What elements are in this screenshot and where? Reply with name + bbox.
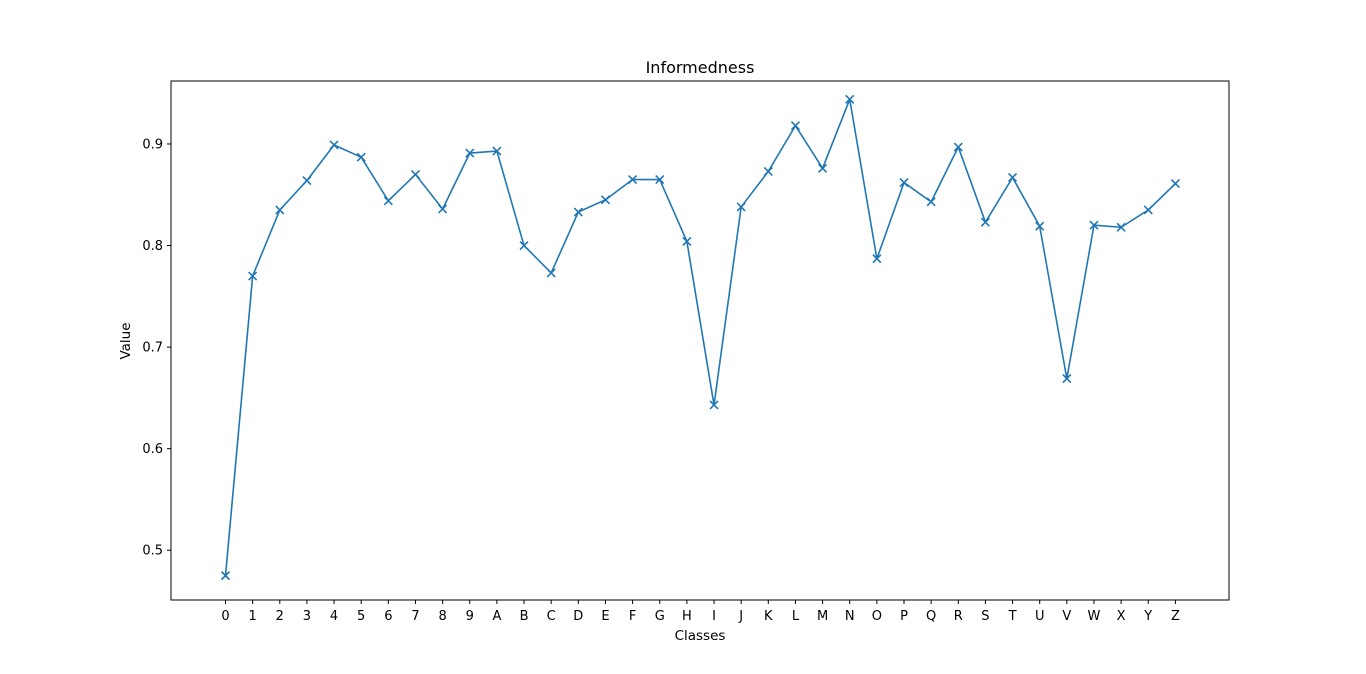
x-tick-label: R xyxy=(954,609,963,624)
data-point-marker xyxy=(926,197,936,207)
x-tick-label: L xyxy=(792,609,800,624)
x-tick-label: 0 xyxy=(221,609,229,624)
x-tick-label: P xyxy=(900,609,908,624)
x-tick-label: 5 xyxy=(357,609,365,624)
x-tick-label: 3 xyxy=(303,609,311,624)
x-tick-label: 6 xyxy=(384,609,392,624)
data-point-marker xyxy=(600,195,611,205)
x-tick-label: 9 xyxy=(466,609,474,624)
data-point-marker xyxy=(1035,221,1045,231)
plot-area: 0.5 0.6 0.7 0.8 0.9 0 1 2 3 4 5 6 7 8 9 A B C D E F G H I J K L M N O… xyxy=(142,94,1180,624)
data-point-marker xyxy=(1007,172,1018,183)
x-tick-label: O xyxy=(872,609,882,624)
x-tick-label: 2 xyxy=(276,609,284,624)
series-line xyxy=(224,98,1176,576)
data-point-marker xyxy=(492,146,502,156)
data-point-marker xyxy=(790,121,801,131)
y-tick-label: 0.9 xyxy=(142,137,163,152)
data-point-marker xyxy=(220,571,231,581)
data-point-marker xyxy=(410,169,421,180)
x-tick-label: B xyxy=(520,609,529,624)
data-point-marker xyxy=(818,163,828,173)
x-tick-label: D xyxy=(573,609,583,624)
x-tick-label: J xyxy=(738,609,743,624)
x-tick-label: Q xyxy=(926,609,936,624)
data-point-marker xyxy=(1062,374,1072,384)
data-point-marker xyxy=(438,204,448,214)
x-tick-label: W xyxy=(1088,609,1101,624)
x-tick-label: 7 xyxy=(411,609,419,624)
x-tick-label: Y xyxy=(1143,609,1152,624)
x-tick-label: H xyxy=(682,609,692,624)
x-tick-label: K xyxy=(764,609,773,624)
data-point-marker xyxy=(356,152,366,162)
y-tick-label: 0.7 xyxy=(142,341,163,356)
x-tick-label: 8 xyxy=(438,609,446,624)
data-point-marker xyxy=(465,148,475,158)
y-tick-label: 0.6 xyxy=(142,442,163,457)
data-point-marker xyxy=(329,140,339,150)
x-tick-label: Z xyxy=(1171,609,1180,624)
x-tick-label: F xyxy=(629,609,636,624)
x-tick-label: V xyxy=(1062,609,1071,624)
data-point-marker xyxy=(845,94,855,104)
data-point-marker xyxy=(899,178,909,188)
data-point-marker xyxy=(1170,179,1180,189)
data-point-marker xyxy=(302,175,312,186)
x-tick-label: I xyxy=(712,609,716,624)
data-point-marker xyxy=(275,205,285,215)
x-tick-label: E xyxy=(601,609,609,624)
data-point-marker xyxy=(763,166,773,176)
data-point-marker xyxy=(980,217,990,227)
data-point-marker xyxy=(546,268,556,278)
data-point-marker xyxy=(655,174,665,185)
data-point-marker xyxy=(1089,220,1099,230)
y-axis-label: Value xyxy=(118,322,134,359)
x-tick-label: M xyxy=(817,609,828,624)
data-point-marker xyxy=(953,142,963,152)
x-tick-label: S xyxy=(981,609,989,624)
data-point-marker xyxy=(709,400,719,410)
data-point-marker xyxy=(736,202,746,212)
x-tick-label: X xyxy=(1117,609,1126,624)
y-tick-label: 0.8 xyxy=(142,239,163,254)
x-tick-label: N xyxy=(845,609,855,624)
x-tick-label: 4 xyxy=(330,609,338,624)
data-point-marker xyxy=(519,240,529,251)
x-tick-label: C xyxy=(547,609,556,624)
data-point-marker xyxy=(1143,205,1153,215)
data-point-marker xyxy=(1116,222,1126,232)
data-point-marker xyxy=(872,254,882,264)
x-tick-label: G xyxy=(655,609,665,624)
data-point-marker xyxy=(573,207,583,217)
x-tick-label: 1 xyxy=(248,609,256,624)
chart-title: Informedness xyxy=(646,58,755,77)
data-point-marker xyxy=(383,196,393,206)
x-tick-label: A xyxy=(492,609,501,624)
y-tick-label: 0.5 xyxy=(142,544,163,559)
data-point-marker xyxy=(682,236,692,247)
x-axis-label: Classes xyxy=(675,628,726,644)
x-tick-label: T xyxy=(1008,609,1017,624)
x-tick-label: U xyxy=(1035,609,1045,624)
data-point-marker xyxy=(248,271,258,281)
data-point-marker xyxy=(628,174,638,185)
plot-frame xyxy=(170,80,1230,601)
